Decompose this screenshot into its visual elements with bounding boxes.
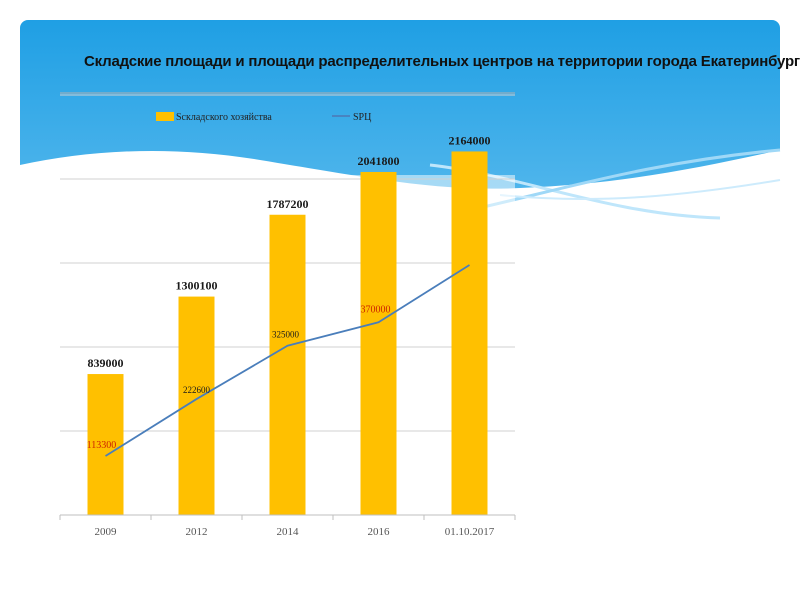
bar: [360, 171, 397, 515]
x-tick-label: 01.10.2017: [445, 526, 495, 538]
chart-title: Складские площади и площади распределите…: [84, 53, 800, 70]
wave-stripe: [499, 179, 781, 201]
bar-data-label: 2164000: [449, 133, 491, 147]
bar: [87, 374, 124, 515]
bar: [451, 151, 488, 515]
line-series: 113300 222600 325000 370000: [87, 264, 470, 457]
line-data-label: 370000: [361, 304, 391, 315]
bars: 839000 1300100 1787200 2041800 2164000: [87, 133, 491, 515]
bar: [178, 296, 215, 515]
x-axis: 2009 2012 2014 2016 01.10.2017: [59, 514, 516, 538]
legend-bar-swatch: [156, 112, 174, 121]
x-tick-label: 2009: [95, 526, 118, 538]
x-tick-label: 2016: [368, 526, 391, 538]
bar-data-label: 2041800: [358, 154, 400, 168]
x-tick-label: 2012: [186, 526, 208, 538]
bar-data-label: 839000: [88, 356, 124, 370]
line-data-label: 113300: [87, 440, 117, 451]
line-data-label: 222600: [183, 385, 211, 395]
line-data-label: 325000: [272, 330, 300, 340]
line-series-path: [105, 264, 470, 457]
bar: [269, 214, 306, 515]
x-tick-label: 2014: [277, 526, 300, 538]
legend-bar-label: Sскладского хозяйства: [176, 112, 272, 123]
bar-data-label: 1787200: [267, 197, 309, 211]
bar-data-label: 1300100: [176, 279, 218, 293]
legend: Sскладского хозяйства SРЦ: [156, 112, 371, 123]
legend-line-label: SРЦ: [353, 112, 371, 123]
